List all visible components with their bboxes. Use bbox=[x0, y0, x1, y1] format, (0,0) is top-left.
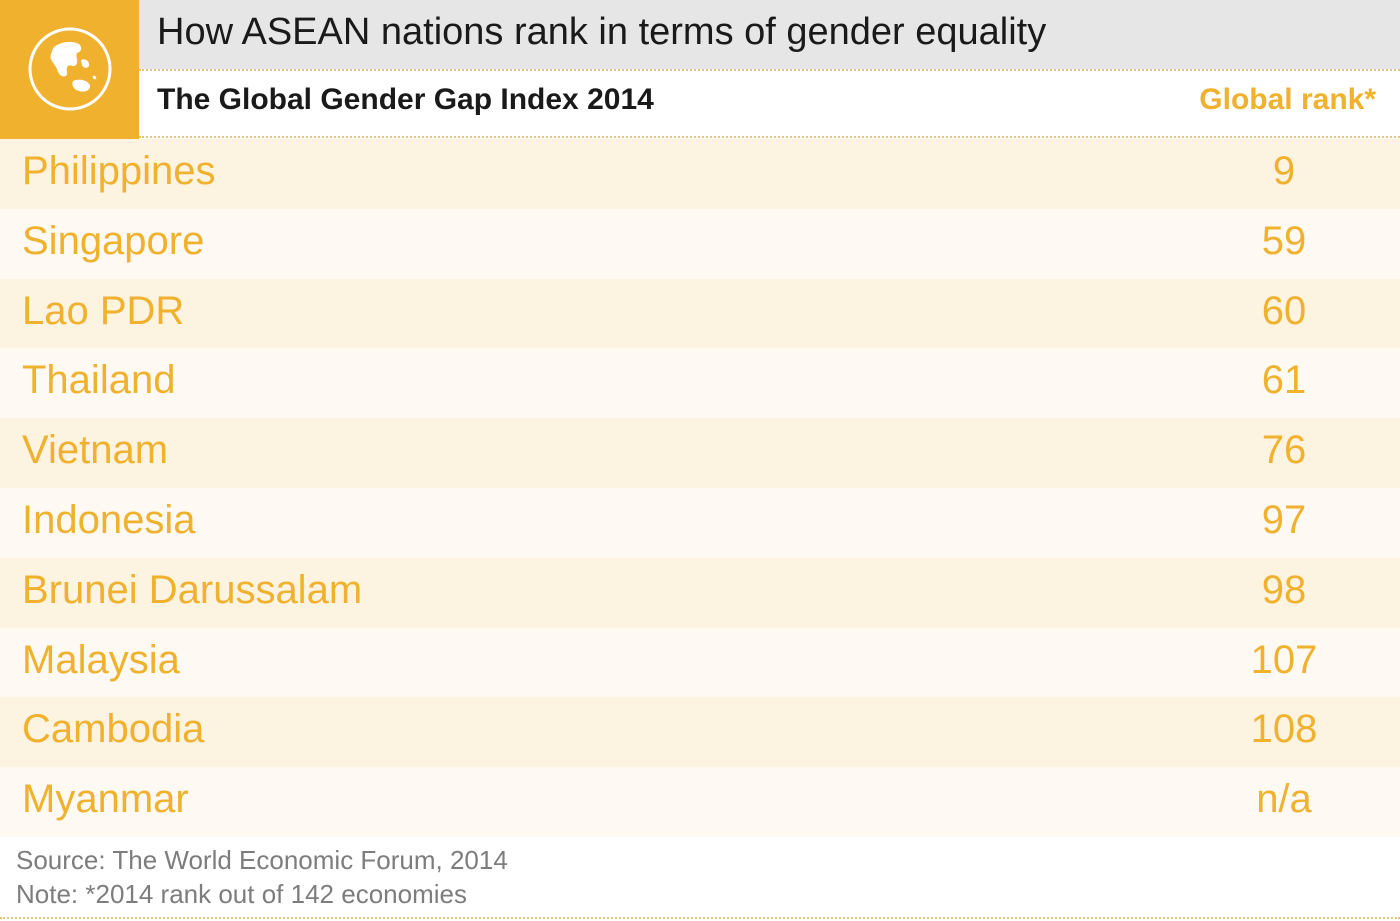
country-name: Myanmar bbox=[22, 777, 189, 822]
country-name: Lao PDR bbox=[22, 288, 185, 333]
global-rank-value: 60 bbox=[1261, 288, 1307, 333]
chart-title: How ASEAN nations rank in terms of gende… bbox=[157, 11, 1047, 53]
table-row: Lao PDR 60 bbox=[0, 278, 1400, 349]
country-name: Thailand bbox=[22, 358, 176, 403]
global-rank-value: 59 bbox=[1261, 218, 1307, 263]
global-rank-value: 97 bbox=[1261, 497, 1307, 542]
globe-icon bbox=[28, 27, 112, 111]
table-row: Indonesia 97 bbox=[0, 487, 1400, 558]
table-row: Cambodia 108 bbox=[0, 697, 1400, 768]
globe-badge bbox=[0, 0, 139, 139]
global-rank-value: 76 bbox=[1261, 428, 1307, 473]
footer-divider bbox=[0, 917, 1400, 919]
global-rank-value: n/a bbox=[1256, 777, 1312, 822]
title-bar: How ASEAN nations rank in terms of gende… bbox=[139, 0, 1400, 69]
country-name: Brunei Darussalam bbox=[22, 567, 363, 612]
table-row: Vietnam 76 bbox=[0, 418, 1400, 488]
global-rank-value: 107 bbox=[1250, 637, 1318, 682]
footnote: Note: *2014 rank out of 142 economies bbox=[16, 879, 467, 909]
country-name: Indonesia bbox=[22, 497, 196, 542]
footer: Source: The World Economic Forum, 2014 N… bbox=[0, 837, 1400, 921]
country-name: Vietnam bbox=[22, 428, 169, 473]
source-note: Source: The World Economic Forum, 2014 bbox=[16, 845, 508, 875]
table-row: Myanmar n/a bbox=[0, 767, 1400, 837]
country-name: Cambodia bbox=[22, 707, 205, 752]
global-rank-value: 108 bbox=[1250, 707, 1318, 752]
subtitle-bar: The Global Gender Gap Index 2014 Global … bbox=[139, 69, 1400, 138]
table-row: Brunei Darussalam 98 bbox=[0, 557, 1400, 628]
country-name: Philippines bbox=[22, 149, 216, 193]
global-rank-value: 98 bbox=[1261, 567, 1307, 612]
chart-subtitle: The Global Gender Gap Index 2014 bbox=[157, 83, 654, 116]
table-row: Malaysia 107 bbox=[0, 627, 1400, 698]
ranking-table: Philippines 9 Singapore 59 Lao PDR 60 Thailand… bbox=[0, 139, 1400, 837]
header: How ASEAN nations rank in terms of gende… bbox=[0, 0, 1400, 139]
table-row: Thailand 61 bbox=[0, 348, 1400, 419]
global-rank-value: 61 bbox=[1261, 358, 1307, 403]
table-row: Philippines 9 bbox=[0, 139, 1400, 209]
table-row: Singapore 59 bbox=[0, 208, 1400, 279]
country-name: Singapore bbox=[22, 218, 205, 263]
global-rank-value: 9 bbox=[1272, 149, 1296, 193]
country-name: Malaysia bbox=[22, 637, 180, 682]
rank-column-header: Global rank* bbox=[1199, 83, 1376, 116]
